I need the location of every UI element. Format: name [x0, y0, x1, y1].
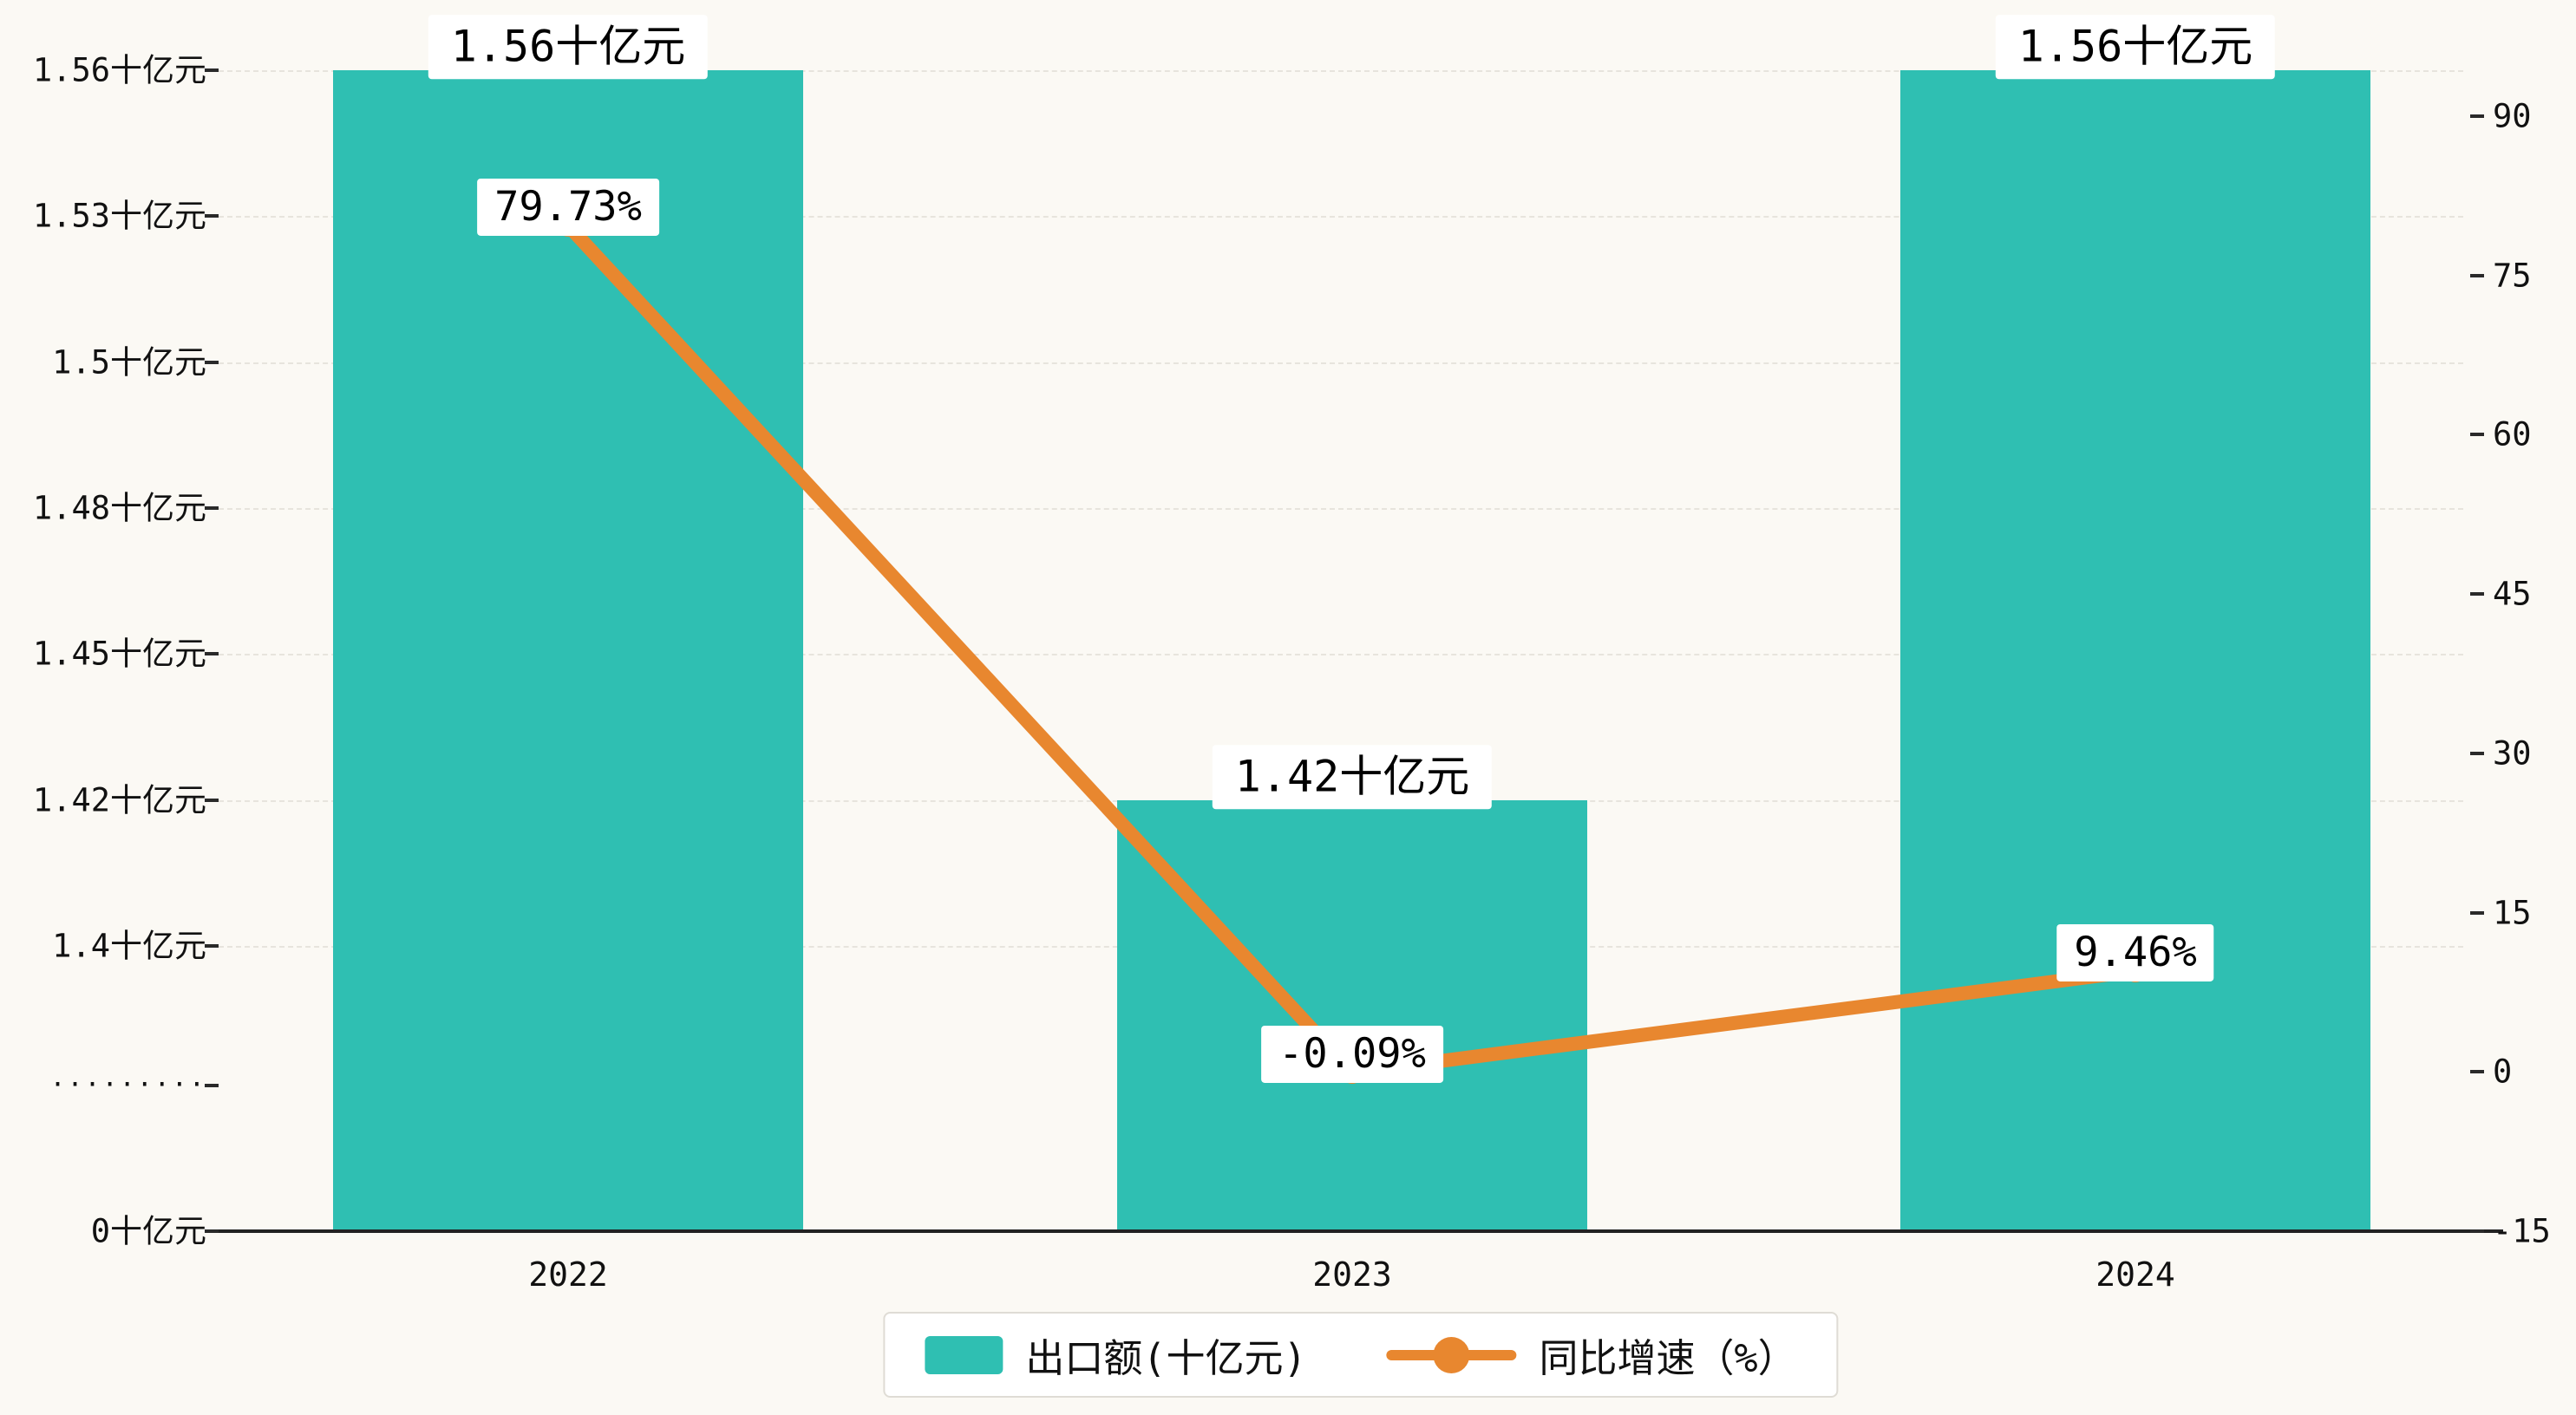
right-tick — [2470, 1229, 2484, 1233]
right-axis-label: 0 — [2493, 1053, 2513, 1091]
right-axis-label: 15 — [2493, 894, 2532, 932]
right-axis-label: -15 — [2493, 1212, 2551, 1250]
gridline — [219, 654, 2463, 655]
left-tick — [205, 944, 219, 948]
x-axis-label-2023: 2023 — [1312, 1255, 1392, 1294]
gridline — [219, 362, 2463, 364]
left-tick — [205, 361, 219, 364]
growth-value-label-2023: -0.09% — [1261, 1025, 1443, 1084]
x-axis-label-2024: 2024 — [2095, 1255, 2175, 1294]
x-axis-label-2022: 2022 — [528, 1255, 608, 1294]
right-tick — [2470, 1070, 2484, 1073]
left-axis-label: 1.48十亿元 — [32, 489, 206, 527]
left-tick — [205, 214, 219, 218]
left-tick — [205, 68, 219, 72]
right-tick — [2470, 274, 2484, 277]
right-tick — [2470, 752, 2484, 755]
bar-value-label-2024: 1.56十亿元 — [1995, 15, 2276, 79]
right-tick — [2470, 433, 2484, 436]
legend-bar-swatch-icon — [925, 1335, 1004, 1374]
bar-2022[interactable] — [333, 70, 803, 1231]
gridline — [219, 70, 2463, 72]
right-tick — [2470, 911, 2484, 915]
right-axis-label: 90 — [2493, 97, 2532, 135]
x-axis-line — [219, 1229, 2503, 1233]
growth-line[interactable] — [561, 218, 2142, 1079]
right-tick — [2470, 592, 2484, 596]
legend-label-export: 出口额(十亿元) — [1025, 1335, 1307, 1381]
left-tick — [205, 506, 219, 510]
legend-item-export[interactable]: 出口额(十亿元) — [925, 1327, 1307, 1383]
left-tick — [205, 652, 219, 655]
left-axis-label: 0十亿元 — [90, 1212, 206, 1250]
left-axis-label: 1.4十亿元 — [52, 927, 206, 965]
right-axis-label: 30 — [2493, 734, 2532, 773]
bar-2024[interactable] — [1900, 70, 2370, 1231]
legend-line-dot-icon — [1433, 1336, 1470, 1373]
left-tick — [205, 1229, 219, 1233]
legend-line-swatch-icon — [1386, 1336, 1517, 1373]
left-axis-label: 1.42十亿元 — [32, 781, 206, 819]
left-axis-label: 1.5十亿元 — [52, 343, 206, 381]
bar-value-label-2022: 1.56十亿元 — [428, 15, 709, 79]
bar-2023[interactable] — [1117, 800, 1587, 1231]
left-axis-label: 1.56十亿元 — [32, 51, 206, 89]
legend-item-growth[interactable]: 同比增速（%） — [1386, 1327, 1797, 1383]
right-axis-label: 45 — [2493, 575, 2532, 613]
right-axis-label: 60 — [2493, 415, 2532, 453]
gridline — [219, 508, 2463, 510]
left-tick — [205, 1084, 219, 1087]
right-tick — [2470, 114, 2484, 118]
legend: 出口额(十亿元) 同比增速（%） — [883, 1312, 1839, 1398]
growth-value-label-2022: 79.73% — [477, 178, 659, 237]
growth-value-label-2024: 9.46% — [2056, 923, 2214, 982]
legend-label-growth: 同比增速（%） — [1539, 1335, 1797, 1381]
left-axis-label: 1.45十亿元 — [32, 635, 206, 673]
left-tick — [205, 799, 219, 802]
gridline — [219, 216, 2463, 218]
left-axis-label: ········· — [49, 1070, 206, 1100]
bar-value-label-2023: 1.42十亿元 — [1212, 745, 1493, 809]
left-axis-label: 1.53十亿元 — [32, 197, 206, 235]
right-axis-label: 75 — [2493, 257, 2532, 295]
